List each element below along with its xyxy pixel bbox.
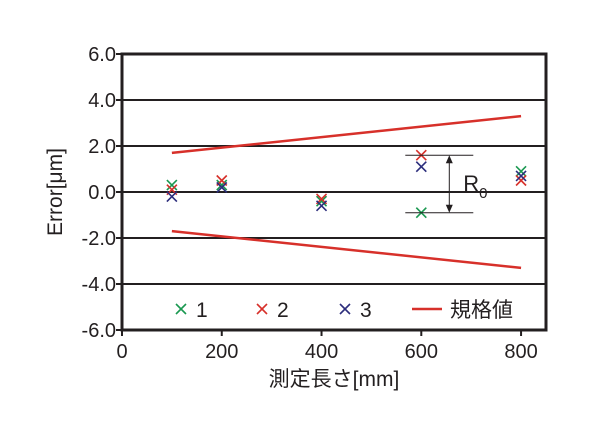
legend: 1 2 3 規格値	[164, 292, 536, 326]
data-point-series-3	[415, 161, 427, 173]
data-point-series-1	[166, 179, 178, 191]
x-axis-label: 測定長さ[mm]	[269, 368, 400, 391]
data-point-series-1	[515, 165, 527, 177]
y-tick-label: 2.0	[88, 136, 116, 158]
r0-subscript: 0	[479, 185, 487, 202]
y-axis-label: Error[μm]	[44, 148, 67, 236]
legend-background	[164, 292, 536, 326]
r0-label: R0	[463, 171, 487, 202]
r0-arrow-head-up	[445, 155, 453, 164]
x-tick-label: 0	[116, 341, 127, 363]
grid-lines	[122, 99, 546, 285]
spec-limit-line	[171, 229, 522, 270]
r0-arrow-head-down	[445, 204, 453, 213]
legend-label-series-1: 1	[196, 299, 208, 322]
legend-label-series-3: 3	[360, 299, 372, 322]
x-tick-label: 400	[305, 341, 338, 363]
data-point-series-1	[216, 179, 228, 191]
legend-swatch-series-2	[256, 303, 268, 315]
data-point-series-3	[515, 170, 527, 182]
tick-layer: 6.04.02.00.0-2.0-4.0-6.00 200 400 600 800	[82, 44, 538, 363]
x-tick-label: 800	[504, 341, 537, 363]
data-point-series-3	[216, 181, 228, 193]
y-tick-label: 6.0	[88, 44, 116, 66]
data-point-series-3	[315, 200, 328, 212]
y-tick-label: 4.0	[88, 90, 116, 112]
data-point-series-2	[515, 174, 527, 187]
y-tick-label: 0.0	[88, 182, 116, 204]
x-tick-label: 200	[205, 341, 238, 363]
data-point-series-1	[315, 195, 328, 207]
y-tick-label: -2.0	[82, 228, 116, 250]
x-tick-label: 600	[405, 341, 438, 363]
data-point-series-3	[166, 191, 178, 203]
spec-limit-line	[171, 114, 522, 155]
legend-swatch-series-1	[175, 303, 187, 315]
legend-swatch-series-3	[339, 303, 351, 315]
legend-label-spec: 規格値	[450, 299, 513, 322]
y-tick-label: -6.0	[82, 320, 116, 342]
y-tick-label: -4.0	[82, 274, 116, 296]
legend-label-series-2: 2	[277, 299, 289, 322]
